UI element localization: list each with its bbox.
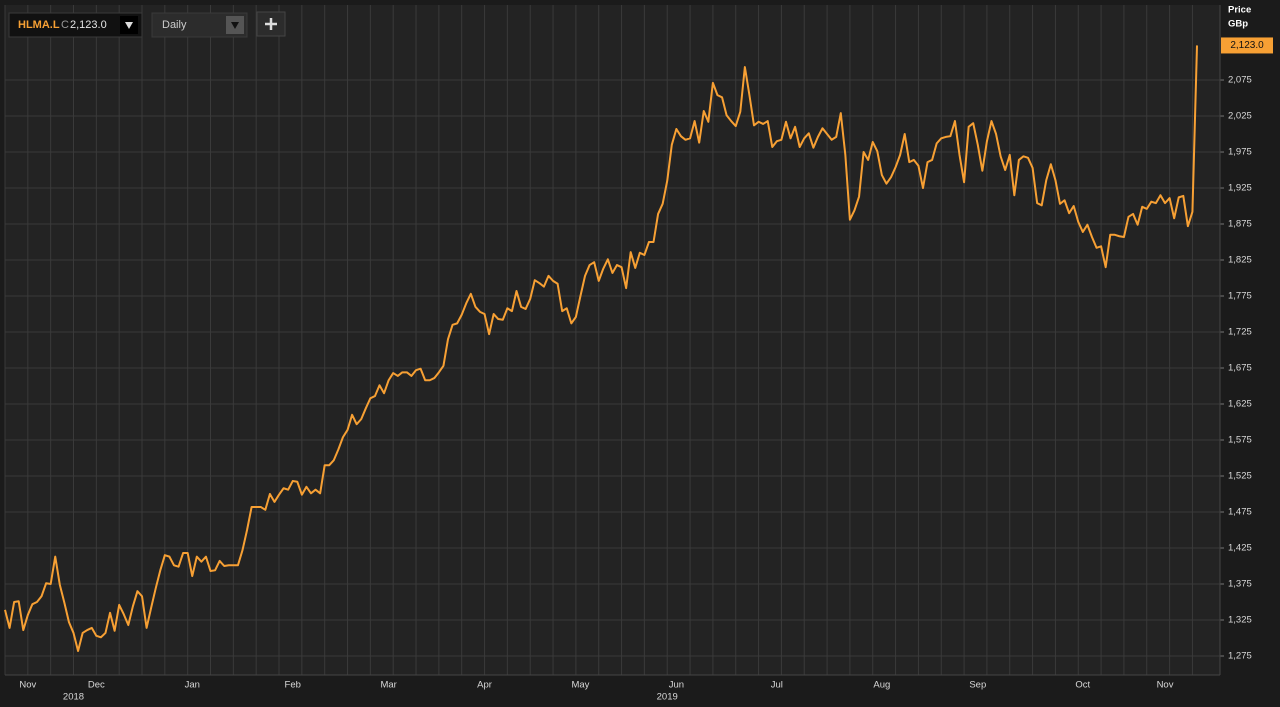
x-tick-label: Apr — [477, 680, 492, 691]
instrument-box[interactable] — [8, 12, 143, 38]
marks — [4, 45, 1198, 652]
x-tick-label: May — [571, 680, 589, 691]
x-tick-label: Nov — [19, 680, 36, 691]
y-tick-label: 1,625 — [1228, 399, 1252, 410]
dropdown-arrow — [125, 22, 133, 29]
y-tick-label: 1,575 — [1228, 435, 1252, 446]
y-tick-label: 1,975 — [1228, 147, 1252, 158]
x-tick-label: Dec — [88, 680, 105, 691]
y-tick-label: 1,925 — [1228, 183, 1252, 194]
close-price: 2,123.0 — [70, 19, 107, 31]
x-year-label: 2018 — [63, 692, 84, 703]
x-tick-label: Sep — [969, 680, 986, 691]
last-price-label: 2,123.0 — [1230, 40, 1264, 51]
x-tick-label: Jan — [185, 680, 200, 691]
x-tick-label: Nov — [1157, 680, 1174, 691]
axis-title: Price — [1228, 5, 1251, 16]
y-tick-label: 2,075 — [1228, 75, 1252, 86]
add-icon — [265, 18, 277, 30]
y-tick-label: 1,675 — [1228, 363, 1252, 374]
x-tick-label: Aug — [873, 680, 890, 691]
interval: Daily — [162, 19, 187, 31]
ticker: HLMA.L — [18, 19, 60, 31]
x-year-label: 2019 — [657, 692, 678, 703]
price-line — [4, 45, 1198, 652]
y-tick-label: 2,025 — [1228, 111, 1252, 122]
y-tick-label: 1,325 — [1228, 615, 1252, 626]
x-tick-label: Feb — [285, 680, 301, 691]
y-tick-label: 1,375 — [1228, 579, 1252, 590]
axes: 1,275 1,325 1,375 1,425 1,475 1,525 1,575 1,625… — [5, 5, 1273, 703]
y-tick-label: 1,725 — [1228, 327, 1252, 338]
x-axis-area — [0, 675, 1280, 707]
y-tick-label: 1,525 — [1228, 471, 1252, 482]
x-tick-label: Jul — [771, 680, 783, 691]
x-tick-label: Jun — [669, 680, 684, 691]
y-tick-label: 1,475 — [1228, 507, 1252, 518]
grid — [4, 5, 1220, 675]
y-tick-label: 1,775 — [1228, 291, 1252, 302]
axis-unit: GBp — [1228, 19, 1248, 30]
x-tick-label: Oct — [1075, 680, 1090, 691]
y-tick-label: 1,875 — [1228, 219, 1252, 230]
close-prefix: C — [61, 19, 69, 31]
y-tick-label: 1,425 — [1228, 543, 1252, 554]
toolbar: HLMA.L C 2,123.0 Daily — [8, 11, 286, 38]
last-price-tag — [1221, 37, 1273, 54]
dropdown-arrow — [231, 22, 239, 29]
y-tick-label: 1,275 — [1228, 651, 1252, 662]
y-tick-label: 1,825 — [1228, 255, 1252, 266]
x-tick-label: Mar — [380, 680, 396, 691]
